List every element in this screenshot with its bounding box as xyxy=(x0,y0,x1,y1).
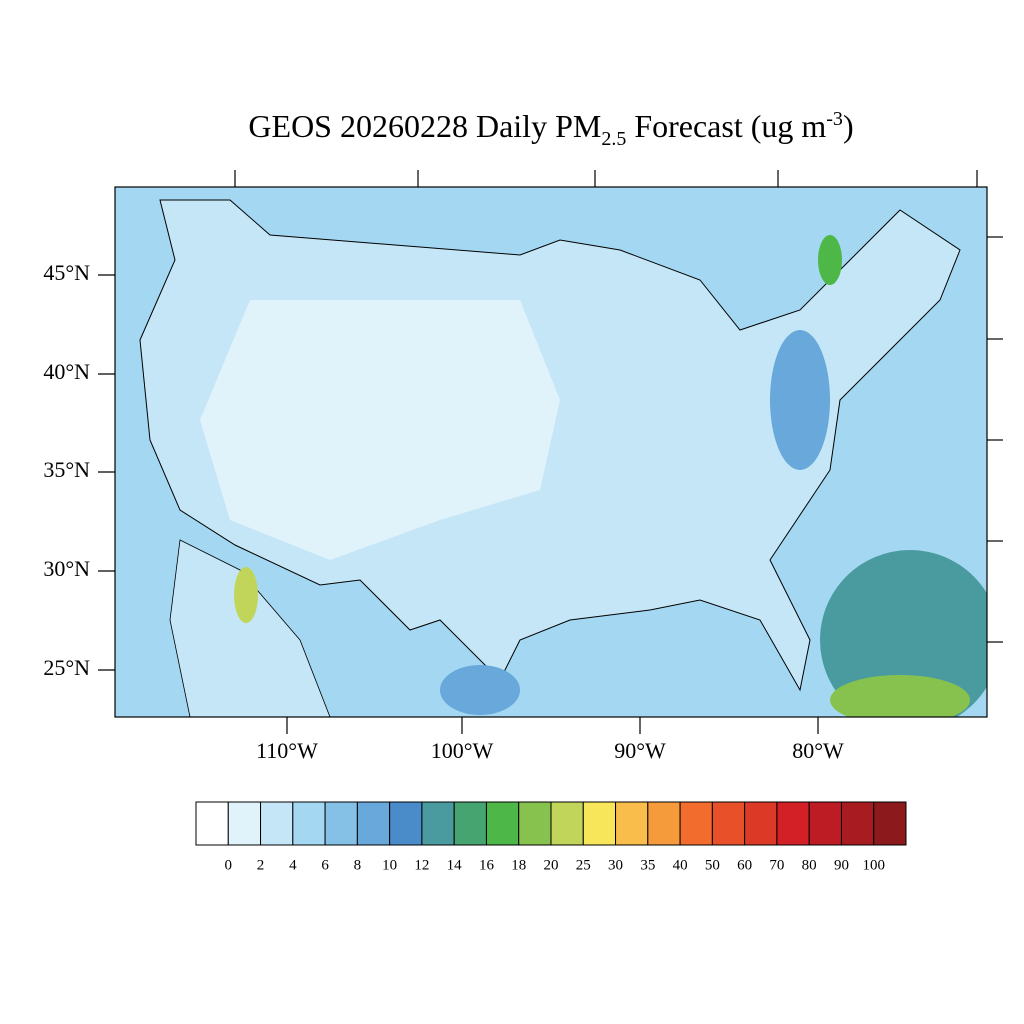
colorbar-label: 16 xyxy=(479,857,495,873)
colorbar-label: 90 xyxy=(834,857,849,873)
plume xyxy=(820,550,987,717)
colorbar-label: 4 xyxy=(289,857,297,873)
lon-label: 80°W xyxy=(792,738,844,763)
lat-label: 35°N xyxy=(43,457,90,482)
colorbar-label: 30 xyxy=(608,857,623,873)
mexico xyxy=(169,539,331,717)
map-frame xyxy=(114,186,988,718)
colorbar-box xyxy=(292,801,326,846)
colorbar-label: 18 xyxy=(511,857,526,873)
colorbar-label: 35 xyxy=(640,857,655,873)
colorbar-box xyxy=(776,801,810,846)
title-subscript: 2.5 xyxy=(601,128,626,150)
colorbar-label: 8 xyxy=(354,857,362,873)
colorbar-box xyxy=(421,801,455,846)
lon-label: 110°W xyxy=(256,738,318,763)
title-superscript: -3 xyxy=(826,108,843,130)
colorbar-box xyxy=(550,801,584,846)
plume xyxy=(770,330,830,470)
title-main: GEOS 20260228 Daily PM xyxy=(248,108,601,144)
colorbar-label: 70 xyxy=(769,857,784,873)
lat-label: 25°N xyxy=(43,655,90,680)
lat-label: 30°N xyxy=(43,556,90,581)
colorbar-label: 14 xyxy=(447,857,463,873)
map-field xyxy=(115,187,987,717)
colorbar-label: 20 xyxy=(544,857,559,873)
colorbar-box xyxy=(485,801,520,846)
colorbar-label: 60 xyxy=(737,857,752,873)
title-middle: Forecast (ug m xyxy=(626,108,826,144)
colorbar-label: 25 xyxy=(576,857,591,873)
colorbar-box xyxy=(744,801,778,846)
colorbar-box xyxy=(453,801,487,846)
map-title: GEOS 20260228 Daily PM2.5 Forecast (ug m… xyxy=(248,108,853,150)
title-end: ) xyxy=(843,108,854,144)
colorbar-box xyxy=(195,801,229,846)
frame-ticks xyxy=(98,170,1003,734)
lon-label: 90°W xyxy=(614,738,666,763)
colorbar-box xyxy=(711,801,746,846)
colorbar-label: 80 xyxy=(802,857,817,873)
plume xyxy=(830,675,970,717)
lat-label: 45°N xyxy=(43,260,90,285)
lat-label: 40°N xyxy=(43,359,90,384)
colorbar-box xyxy=(873,801,907,846)
axis-labels: 45°N 40°N 35°N 30°N 25°N 110°W 100°W 90°W 80°W xyxy=(43,260,844,763)
colorbar-label: 40 xyxy=(673,857,688,873)
colorbar-box xyxy=(679,801,713,846)
colorbar-box xyxy=(389,801,423,846)
colorbar-label: 0 xyxy=(225,857,233,873)
colorbar-label: 12 xyxy=(414,857,429,873)
colorbar-label: 10 xyxy=(382,857,397,873)
colorbar-label: 100 xyxy=(862,857,885,873)
colorbar-box xyxy=(840,801,875,846)
lon-label: 100°W xyxy=(431,738,494,763)
colorbar-box xyxy=(356,801,391,846)
plume xyxy=(818,235,842,285)
plume xyxy=(440,665,520,715)
colorbar-box xyxy=(647,801,681,846)
colorbar-box xyxy=(518,801,552,846)
colorbar-label: 50 xyxy=(705,857,720,873)
colorbar: 0 2 4 6 8 10 12 14 16 18 20 25 30 35 40 50 60 70 80 90 100 xyxy=(195,801,907,873)
colorbar-box xyxy=(808,801,842,846)
colorbar-box xyxy=(260,801,294,846)
colorbar-box xyxy=(582,801,617,846)
colorbar-box xyxy=(227,801,262,846)
colorbar-label: 6 xyxy=(321,857,329,873)
hotspot xyxy=(234,567,258,623)
colorbar-box xyxy=(615,801,649,846)
colorbar-box xyxy=(324,801,358,846)
colorbar-label: 2 xyxy=(257,857,265,873)
low-area xyxy=(200,300,560,560)
